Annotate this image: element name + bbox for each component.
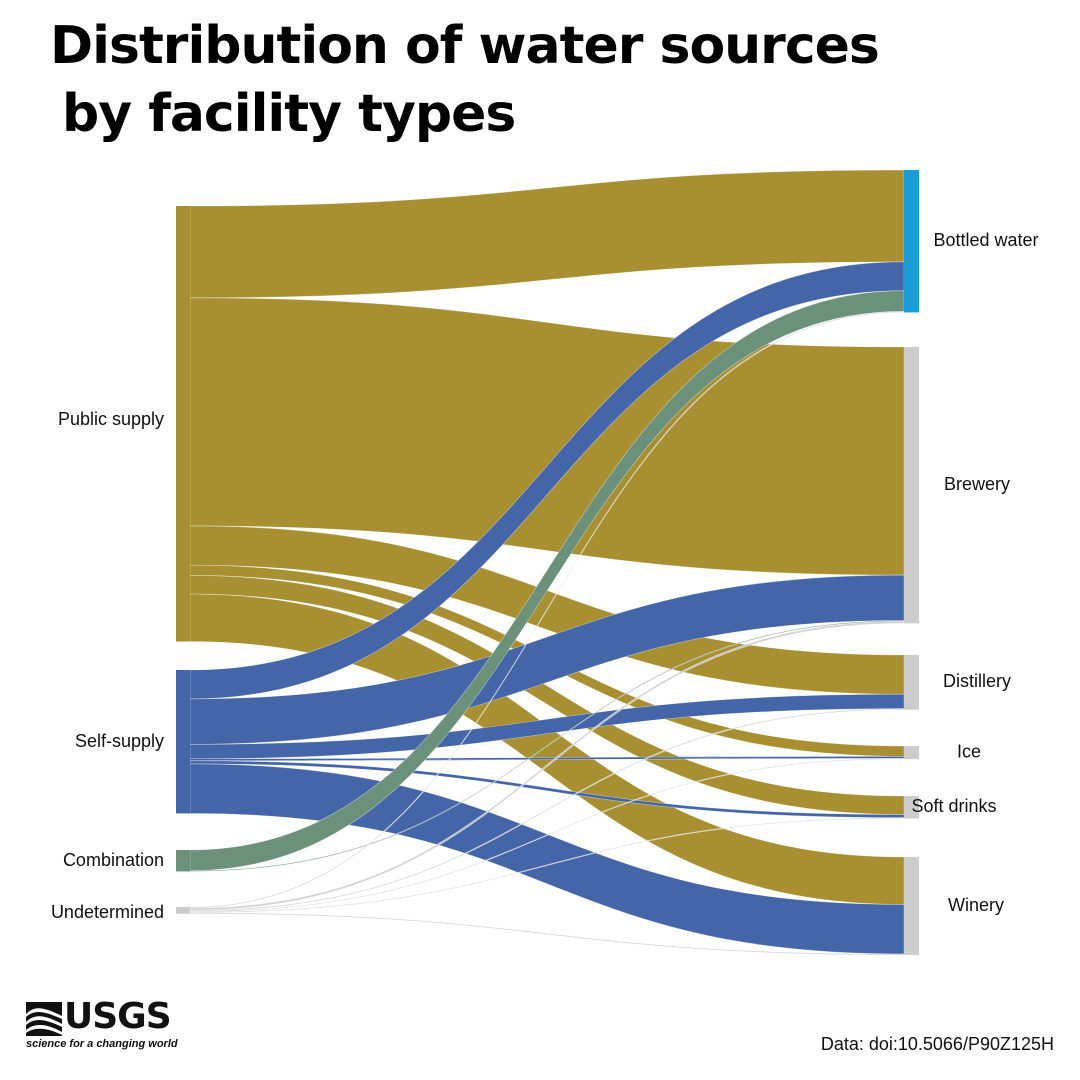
source-node-und bbox=[176, 907, 190, 914]
usgs-wave-icon bbox=[26, 1002, 62, 1036]
chart-title-line-1: Distribution of water sources bbox=[50, 16, 880, 76]
target-node-winery bbox=[904, 857, 919, 956]
target-label-brewery: Brewery bbox=[944, 474, 1010, 494]
target-node-brewery bbox=[904, 347, 919, 624]
target-node-soft bbox=[904, 796, 919, 819]
target-label-winery: Winery bbox=[948, 895, 1004, 915]
target-node-ice bbox=[904, 746, 919, 760]
source-node-comb bbox=[176, 850, 190, 872]
usgs-logo-text: USGS bbox=[64, 996, 172, 1037]
usgs-logo-tagline: science for a changing world bbox=[26, 1038, 178, 1050]
source-label-public: Public supply bbox=[58, 409, 164, 429]
sankey-links bbox=[189, 169, 905, 956]
usgs-logo: USGS science for a changing world bbox=[26, 996, 178, 1054]
source-node-public bbox=[176, 206, 190, 642]
target-node-bottled bbox=[904, 170, 919, 313]
source-label-und: Undetermined bbox=[51, 902, 164, 922]
source-node-self bbox=[176, 670, 190, 814]
chart-title: Distribution of water sources by facilit… bbox=[50, 12, 950, 148]
source-label-self: Self-supply bbox=[75, 731, 164, 751]
sankey-node-labels: Public supply Self-supply Combination Undet… bbox=[51, 230, 1039, 922]
target-label-bottled: Bottled water bbox=[933, 230, 1038, 250]
target-label-soft: Soft drinks bbox=[911, 796, 996, 816]
target-node-distillery bbox=[904, 655, 919, 710]
target-label-ice: Ice bbox=[957, 741, 981, 761]
data-source-note: Data: doi:10.5066/P90Z125H bbox=[820, 1034, 1054, 1054]
chart-title-line-2: by facility types bbox=[62, 84, 516, 144]
source-label-comb: Combination bbox=[63, 850, 164, 870]
sankey-nodes bbox=[176, 170, 919, 956]
target-label-distillery: Distillery bbox=[943, 671, 1011, 691]
